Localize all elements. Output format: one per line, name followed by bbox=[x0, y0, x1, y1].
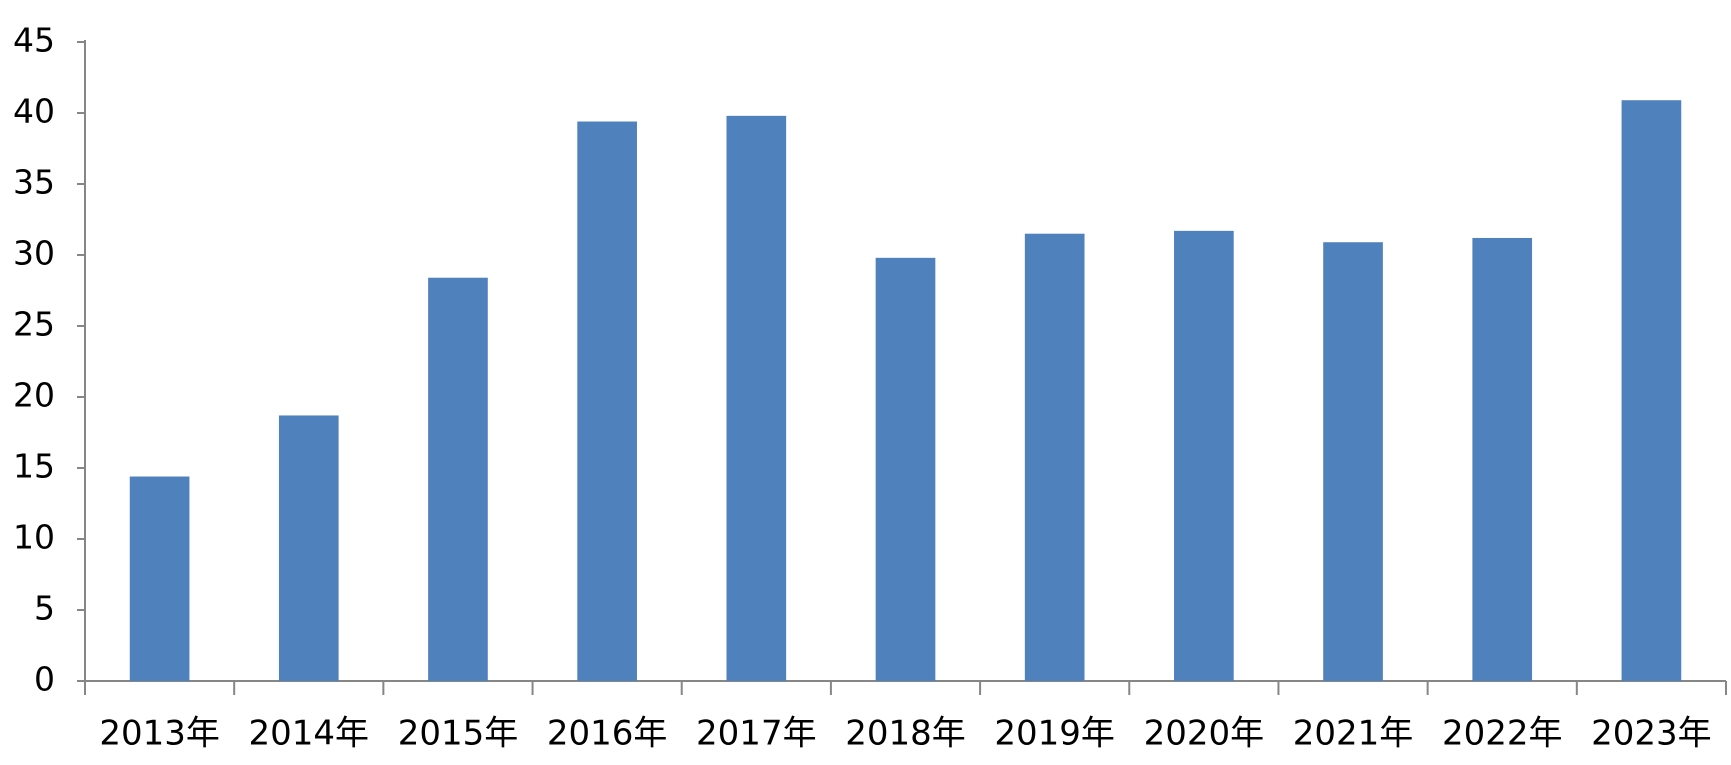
x-tick-label: 2017年 bbox=[696, 714, 817, 754]
x-tick-label: 2013年 bbox=[99, 714, 220, 754]
bar bbox=[278, 415, 339, 681]
x-tick-label: 2016年 bbox=[547, 714, 668, 754]
y-tick-label: 35 bbox=[13, 163, 55, 202]
x-tick-label: 2015年 bbox=[398, 714, 519, 754]
y-tick-label: 20 bbox=[13, 376, 55, 415]
y-tick-label: 45 bbox=[13, 21, 55, 60]
y-tick-label: 5 bbox=[34, 589, 55, 628]
y-tick-label: 40 bbox=[13, 92, 55, 131]
x-tick-label: 2021年 bbox=[1293, 714, 1414, 754]
x-tick-label: 2018年 bbox=[845, 714, 966, 754]
bar bbox=[1323, 242, 1383, 681]
y-tick-label: 15 bbox=[13, 447, 55, 486]
y-tick-label: 10 bbox=[13, 518, 55, 557]
bar bbox=[875, 257, 936, 681]
x-tick-label: 2019年 bbox=[994, 714, 1115, 754]
y-tick-label: 30 bbox=[13, 234, 55, 273]
bar bbox=[129, 476, 190, 681]
x-tick-label: 2023年 bbox=[1591, 714, 1712, 754]
bar bbox=[1472, 237, 1533, 681]
bar bbox=[1174, 230, 1234, 682]
y-tick-label: 25 bbox=[13, 305, 55, 344]
bar bbox=[726, 115, 787, 682]
x-tick-label: 2022年 bbox=[1442, 714, 1563, 754]
bar bbox=[577, 121, 637, 681]
bar bbox=[1621, 100, 1682, 682]
bar bbox=[1024, 233, 1085, 681]
y-tick-label: 0 bbox=[34, 660, 55, 699]
x-tick-label: 2014年 bbox=[249, 714, 370, 754]
x-tick-label: 2020年 bbox=[1144, 714, 1265, 754]
bar bbox=[428, 277, 488, 681]
